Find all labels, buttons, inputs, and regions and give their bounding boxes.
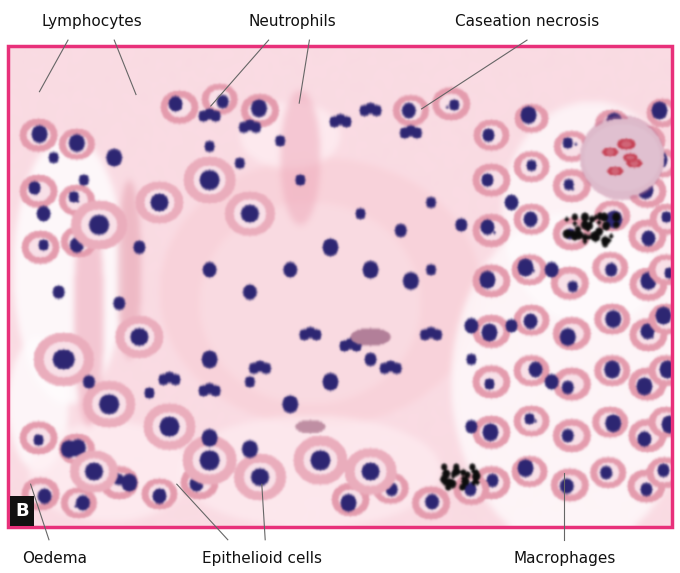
Text: Caseation necrosis: Caseation necrosis bbox=[455, 14, 599, 29]
Text: Neutrophils: Neutrophils bbox=[248, 14, 337, 29]
Text: B: B bbox=[15, 502, 29, 520]
Text: Oedema: Oedema bbox=[22, 551, 87, 566]
Text: Lymphocytes: Lymphocytes bbox=[41, 14, 142, 29]
Text: Epithelioid cells: Epithelioid cells bbox=[202, 551, 322, 566]
Text: Macrophages: Macrophages bbox=[513, 551, 615, 566]
FancyBboxPatch shape bbox=[10, 496, 34, 526]
